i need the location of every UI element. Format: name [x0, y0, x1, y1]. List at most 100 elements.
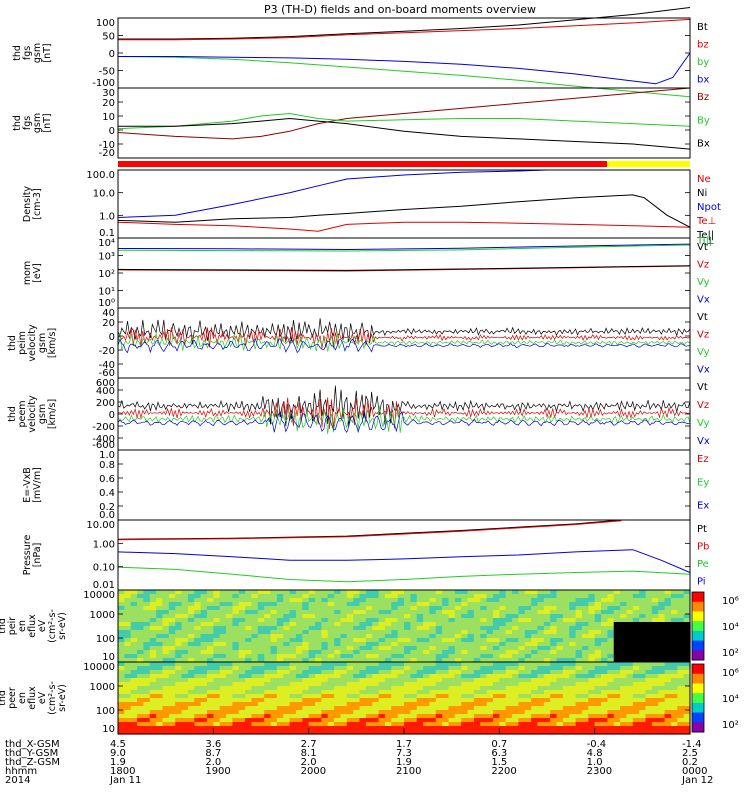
spectrogram-cell	[124, 710, 131, 715]
spectrogram-cell	[290, 654, 297, 659]
spectrogram-cell	[410, 622, 417, 627]
spectrogram-cell	[652, 682, 659, 687]
spectrogram-cell	[588, 726, 595, 731]
spectrogram-cell	[143, 666, 150, 671]
spectrogram-cell	[658, 714, 665, 719]
spectrogram-cell	[290, 714, 297, 719]
spectrogram-cell	[563, 650, 570, 655]
spectrogram-cell	[340, 590, 347, 595]
spectrogram-cell	[601, 630, 608, 635]
spectrogram-cell	[493, 654, 500, 659]
spectrogram-cell	[442, 622, 449, 627]
spectrogram-cell	[429, 646, 436, 651]
spectrogram-cell	[334, 666, 341, 671]
spectrogram-cell	[646, 702, 653, 707]
spectrogram-cell	[251, 606, 258, 611]
spectrogram-cell	[658, 726, 665, 731]
spectrogram-cell	[646, 718, 653, 723]
spectrogram-cell	[194, 690, 201, 695]
spectrogram-cell	[277, 606, 284, 611]
spectrogram-cell	[626, 598, 633, 603]
spectrogram-cell	[245, 674, 252, 679]
spectrogram-cell	[156, 694, 163, 699]
spectrogram-cell	[410, 630, 417, 635]
spectrogram-cell	[582, 702, 589, 707]
spectrogram-cell	[321, 718, 328, 723]
spectrogram-cell	[156, 642, 163, 647]
spectrogram-cell	[296, 674, 303, 679]
spectrogram-cell	[506, 698, 513, 703]
spectrogram-cell	[385, 682, 392, 687]
spectrogram-cell	[169, 662, 176, 667]
spectrogram-cell	[468, 710, 475, 715]
spectrogram-cell	[455, 606, 462, 611]
spectrogram-cell	[525, 622, 532, 627]
spectrogram-cell	[423, 722, 430, 727]
colorbar-band	[692, 592, 704, 602]
spectrogram-cell	[340, 594, 347, 599]
spectrogram-cell	[302, 670, 309, 675]
spectrogram-cell	[264, 666, 271, 671]
spectrogram-cell	[557, 698, 564, 703]
spectrogram-cell	[201, 650, 208, 655]
spectrogram-cell	[404, 710, 411, 715]
spectrogram-cell	[410, 598, 417, 603]
spectrogram-cell	[468, 686, 475, 691]
spectrogram-cell	[620, 622, 627, 627]
spectrogram-cell	[131, 618, 138, 623]
spectrogram-cell	[569, 642, 576, 647]
spectrogram-cell	[264, 710, 271, 715]
spectrogram-cell	[124, 602, 131, 607]
spectrogram-cell	[213, 634, 220, 639]
spectrogram-cell	[626, 650, 633, 655]
spectrogram-cell	[251, 682, 258, 687]
spectrogram-cell	[436, 714, 443, 719]
spectrogram-cell	[207, 590, 214, 595]
y-tick-label: 0.10	[93, 563, 115, 574]
spectrogram-cell	[277, 726, 284, 731]
spectrogram-cell	[595, 654, 602, 659]
spectrogram-cell	[544, 690, 551, 695]
spectrogram-cell	[417, 682, 424, 687]
spectrogram-cell	[639, 642, 646, 647]
spectrogram-cell	[607, 630, 614, 635]
spectrogram-cell	[175, 634, 182, 639]
spectrogram-cell	[213, 718, 220, 723]
spectrogram-cell	[398, 718, 405, 723]
spectrogram-cell	[569, 670, 576, 675]
spectrogram-cell	[118, 650, 125, 655]
spectrogram-cell	[220, 622, 227, 627]
spectrogram-cell	[442, 618, 449, 623]
spectrogram-cell	[182, 630, 189, 635]
spectrogram-cell	[143, 722, 150, 727]
spectrogram-cell	[188, 686, 195, 691]
spectrogram-cell	[309, 706, 316, 711]
spectrogram-cell	[118, 670, 125, 675]
spectrogram-cell	[188, 590, 195, 595]
spectrogram-cell	[563, 678, 570, 683]
spectrogram-cell	[576, 606, 583, 611]
spectrogram-cell	[118, 598, 125, 603]
spectrogram-cell	[137, 626, 144, 631]
spectrogram-cell	[194, 622, 201, 627]
spectrogram-cell	[220, 646, 227, 651]
spectrogram-cell	[512, 598, 519, 603]
spectrogram-cell	[646, 698, 653, 703]
spectrogram-cell	[207, 654, 214, 659]
spectrogram-cell	[531, 622, 538, 627]
spectrogram-cell	[321, 706, 328, 711]
spectrogram-cell	[366, 690, 373, 695]
spectrogram-cell	[652, 670, 659, 675]
spectrogram-cell	[569, 606, 576, 611]
y-axis-label: mom [eV]	[22, 261, 43, 285]
spectrogram-cell	[321, 690, 328, 695]
spectrogram-cell	[658, 670, 665, 675]
spectrogram-cell	[315, 710, 322, 715]
spectrogram-cell	[201, 710, 208, 715]
spectrogram-cell	[423, 666, 430, 671]
spectrogram-cell	[213, 698, 220, 703]
spectrogram-cell	[232, 686, 239, 691]
spectrogram-cell	[646, 670, 653, 675]
spectrogram-cell	[137, 690, 144, 695]
spectrogram-cell	[277, 670, 284, 675]
